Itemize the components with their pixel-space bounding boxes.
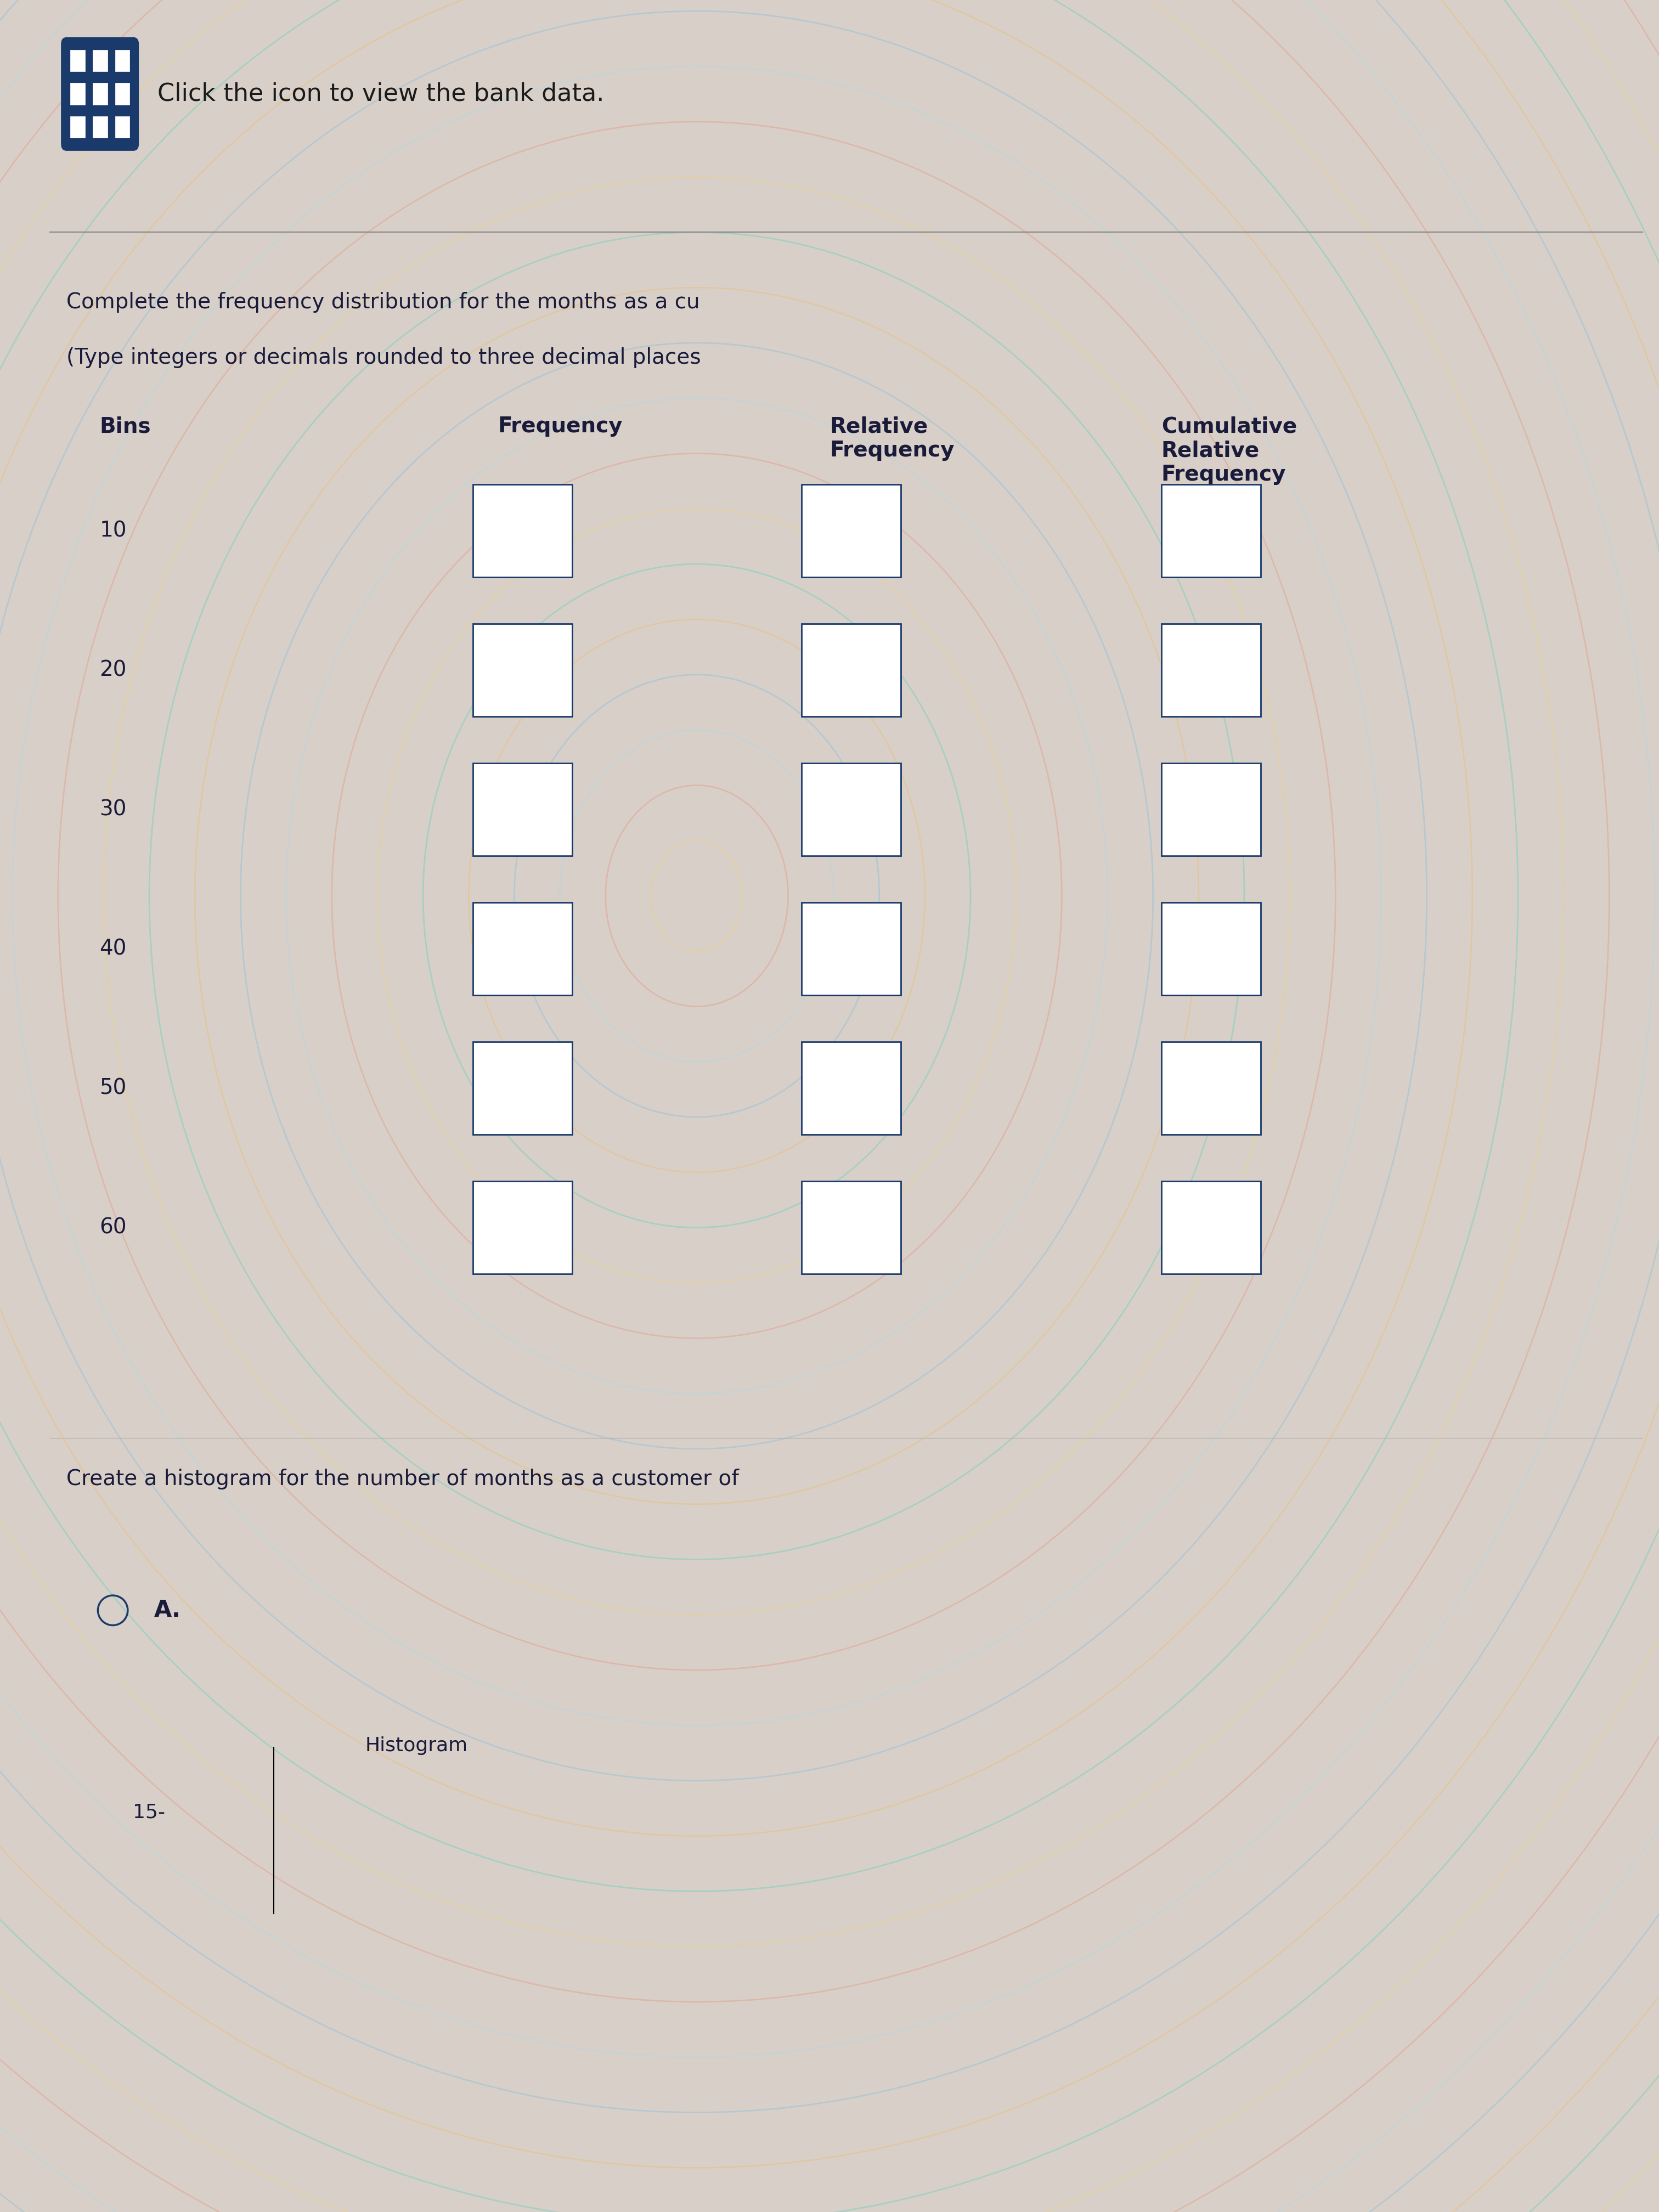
Bar: [473, 1042, 572, 1135]
Bar: [801, 902, 901, 995]
Text: Cumulative
Relative
Frequency: Cumulative Relative Frequency: [1161, 416, 1297, 484]
Bar: [93, 51, 108, 71]
Bar: [801, 1181, 901, 1274]
Bar: [93, 117, 108, 137]
Bar: [801, 763, 901, 856]
Text: Histogram: Histogram: [365, 1736, 468, 1754]
Text: 10: 10: [100, 520, 126, 542]
Bar: [70, 84, 85, 104]
Bar: [801, 1042, 901, 1135]
Text: A.: A.: [154, 1599, 181, 1621]
Bar: [114, 117, 129, 137]
Bar: [93, 84, 108, 104]
Text: Complete the frequency distribution for the months as a cu: Complete the frequency distribution for …: [66, 292, 700, 312]
Text: 60: 60: [100, 1217, 126, 1239]
Bar: [801, 624, 901, 717]
Bar: [1161, 902, 1261, 995]
Bar: [473, 624, 572, 717]
Text: 20: 20: [100, 659, 126, 681]
Bar: [70, 117, 85, 137]
Bar: [1161, 624, 1261, 717]
Text: Relative
Frequency: Relative Frequency: [830, 416, 954, 460]
Text: 50: 50: [100, 1077, 126, 1099]
Bar: [801, 484, 901, 577]
Bar: [70, 51, 85, 71]
Text: Click the icon to view the bank data.: Click the icon to view the bank data.: [158, 82, 604, 106]
Bar: [1161, 484, 1261, 577]
Text: Create a histogram for the number of months as a customer of: Create a histogram for the number of mon…: [66, 1469, 738, 1489]
Bar: [473, 1181, 572, 1274]
Text: Frequency: Frequency: [498, 416, 622, 436]
FancyBboxPatch shape: [61, 38, 138, 150]
Bar: [473, 484, 572, 577]
Bar: [1161, 763, 1261, 856]
Text: 15-: 15-: [133, 1803, 166, 1820]
Bar: [473, 902, 572, 995]
Text: (Type integers or decimals rounded to three decimal places: (Type integers or decimals rounded to th…: [66, 347, 700, 367]
Bar: [114, 51, 129, 71]
Text: Bins: Bins: [100, 416, 151, 436]
Bar: [1161, 1181, 1261, 1274]
Text: 30: 30: [100, 799, 126, 821]
Bar: [473, 763, 572, 856]
Bar: [114, 84, 129, 104]
Text: 40: 40: [100, 938, 126, 960]
Bar: [1161, 1042, 1261, 1135]
